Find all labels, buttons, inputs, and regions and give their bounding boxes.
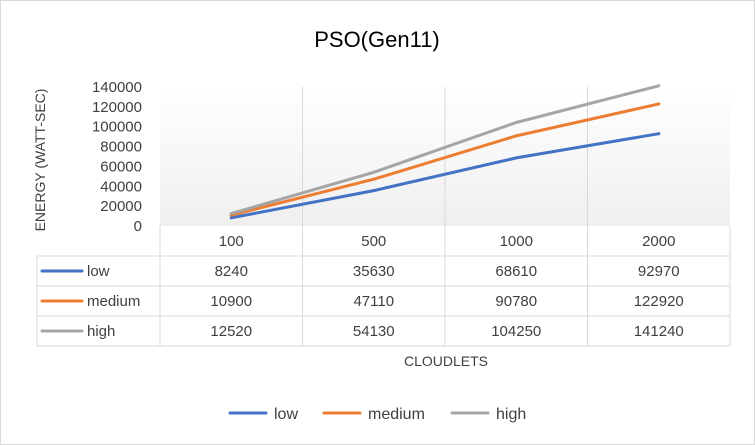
data-point-medium	[372, 177, 376, 181]
x-tick-label: 1000	[500, 233, 533, 250]
table-cell-value: 92970	[638, 263, 680, 280]
data-point-low	[229, 216, 233, 220]
table-cell-value: 10900	[210, 293, 252, 310]
table-cell-value: 12520	[210, 323, 252, 340]
table-cell-value: 47110	[353, 293, 394, 310]
data-point-low	[372, 189, 376, 193]
data-point-medium	[514, 134, 518, 138]
series-line-high	[229, 84, 661, 216]
x-tick-label: 2000	[642, 233, 675, 250]
y-tick-label: 100000	[92, 119, 142, 136]
data-point-high	[514, 120, 518, 124]
data-point-high	[657, 84, 661, 88]
y-tick-label: 40000	[100, 178, 142, 195]
table-series-label: high	[87, 323, 115, 340]
y-tick-label: 120000	[92, 99, 142, 116]
table-cell-value: 104250	[491, 323, 541, 340]
x-tick-label: 100	[219, 233, 244, 250]
table-cell-value: 8240	[215, 263, 248, 280]
data-point-medium	[657, 102, 661, 106]
y-tick-label: 80000	[100, 139, 142, 156]
data-point-high	[372, 170, 376, 174]
table-cell-value: 35630	[353, 263, 395, 280]
legend-label-high: high	[496, 406, 526, 423]
data-point-high	[229, 212, 233, 216]
data-point-low	[514, 156, 518, 160]
table-cell-value: 54130	[353, 323, 395, 340]
data-point-low	[657, 132, 661, 136]
x-axis-title: CLOUDLETS	[404, 353, 488, 369]
y-tick-label: 0	[134, 218, 142, 235]
x-tick-label: 500	[361, 233, 386, 250]
y-tick-label: 20000	[100, 198, 142, 215]
y-axis-title: ENERGY (WATT-SEC)	[32, 89, 48, 232]
y-tick-label: 140000	[92, 79, 142, 96]
legend-label-low: low	[274, 406, 298, 423]
table-cell-value: 90780	[495, 293, 537, 310]
table-cell-value: 68610	[495, 263, 537, 280]
table-series-label: medium	[87, 293, 140, 310]
table-series-label: low	[87, 263, 110, 280]
chart-title: PSO(Gen11)	[314, 27, 440, 52]
table-cell-value: 141240	[634, 323, 684, 340]
table-cell-value: 122920	[634, 293, 684, 310]
series-line-low	[229, 132, 661, 220]
legend-label-medium: medium	[368, 406, 425, 423]
y-tick-label: 60000	[100, 158, 142, 175]
series-line-medium	[229, 102, 661, 217]
